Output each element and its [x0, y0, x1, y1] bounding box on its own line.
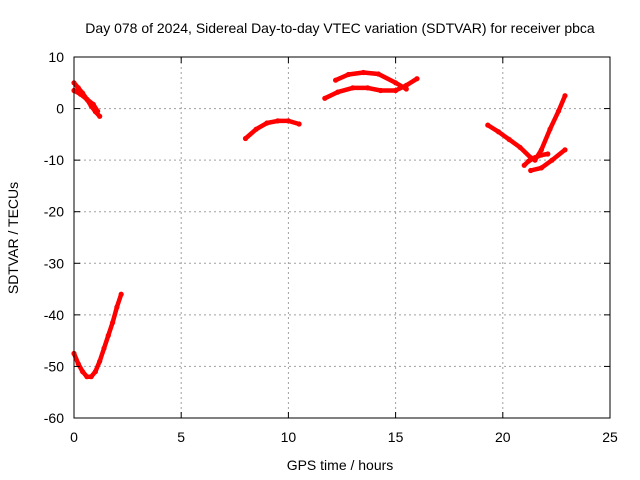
data-point — [105, 332, 111, 339]
data-point — [528, 167, 534, 174]
data-point — [345, 71, 351, 78]
data-point — [92, 369, 98, 375]
data-point — [253, 126, 259, 132]
data-point — [562, 93, 568, 99]
data-point — [562, 147, 568, 153]
data-point — [88, 374, 94, 380]
data-point — [90, 101, 96, 107]
data-point — [360, 69, 366, 76]
y-tick-label: -30 — [44, 255, 64, 271]
data-point — [495, 129, 502, 135]
tick-layer: 0 5 10 15 20 25 -60 -50 -40 -30 -20 -10 0 10 — [44, 49, 618, 445]
x-tick-label: 0 — [70, 429, 78, 445]
series-arc-7 — [485, 93, 568, 163]
y-tick-label: -20 — [44, 204, 64, 220]
data-point — [275, 118, 281, 124]
data-point — [242, 135, 249, 142]
series-arc-4 — [243, 118, 302, 141]
data-point — [84, 96, 90, 102]
data-point — [110, 320, 116, 326]
data-point — [538, 152, 545, 158]
data-point — [322, 95, 328, 101]
data-point — [555, 108, 562, 114]
data-point — [80, 369, 86, 375]
data-point — [393, 80, 399, 86]
y-tick-label: 10 — [48, 49, 64, 65]
data-point — [335, 89, 341, 95]
series-layer — [71, 69, 568, 380]
x-tick-label: 25 — [602, 429, 618, 445]
y-tick-label: -40 — [44, 307, 64, 323]
data-point — [547, 126, 553, 132]
data-point — [333, 77, 339, 83]
data-point — [101, 345, 107, 351]
data-point — [378, 87, 384, 94]
plot-frame — [73, 56, 611, 419]
data-point — [264, 120, 270, 126]
series-arc-6 — [322, 76, 420, 101]
data-point — [77, 91, 83, 97]
data-point — [296, 121, 302, 127]
data-point — [97, 113, 103, 119]
data-point — [414, 76, 420, 82]
data-point — [114, 304, 120, 310]
series-arc-3 — [71, 291, 124, 379]
x-tick-label: 20 — [495, 429, 511, 445]
x-tick-label: 15 — [388, 429, 404, 445]
y-tick-label: 0 — [56, 101, 64, 117]
data-point — [545, 151, 551, 157]
data-point — [350, 85, 356, 91]
data-point — [375, 71, 381, 77]
x-axis-label: GPS time / hours — [287, 457, 394, 473]
x-tick-label: 5 — [177, 429, 185, 445]
y-axis-label: SDTVAR / TECUs — [5, 182, 21, 294]
data-point — [118, 291, 124, 297]
data-point — [75, 85, 81, 91]
data-point — [403, 82, 409, 88]
data-point — [525, 158, 532, 164]
data-point — [485, 122, 491, 128]
grid-layer — [74, 57, 610, 418]
data-point — [549, 157, 555, 163]
data-point — [538, 165, 545, 171]
chart-title: Day 078 of 2024, Sidereal Day-to-day VTE… — [85, 20, 595, 36]
data-point — [95, 108, 101, 114]
data-point — [84, 374, 90, 380]
x-tick-label: 10 — [281, 429, 297, 445]
data-point — [365, 85, 371, 91]
data-point — [97, 358, 103, 364]
data-point — [521, 162, 527, 168]
y-tick-label: -50 — [44, 358, 64, 374]
data-point — [393, 87, 399, 94]
data-point — [506, 136, 512, 143]
series-arc-9 — [528, 147, 568, 173]
y-tick-label: -60 — [44, 410, 64, 426]
data-point — [285, 118, 291, 124]
y-tick-label: -10 — [44, 152, 64, 168]
data-point — [532, 155, 538, 161]
data-point — [517, 144, 523, 150]
data-point — [538, 147, 545, 153]
data-point — [75, 361, 81, 367]
